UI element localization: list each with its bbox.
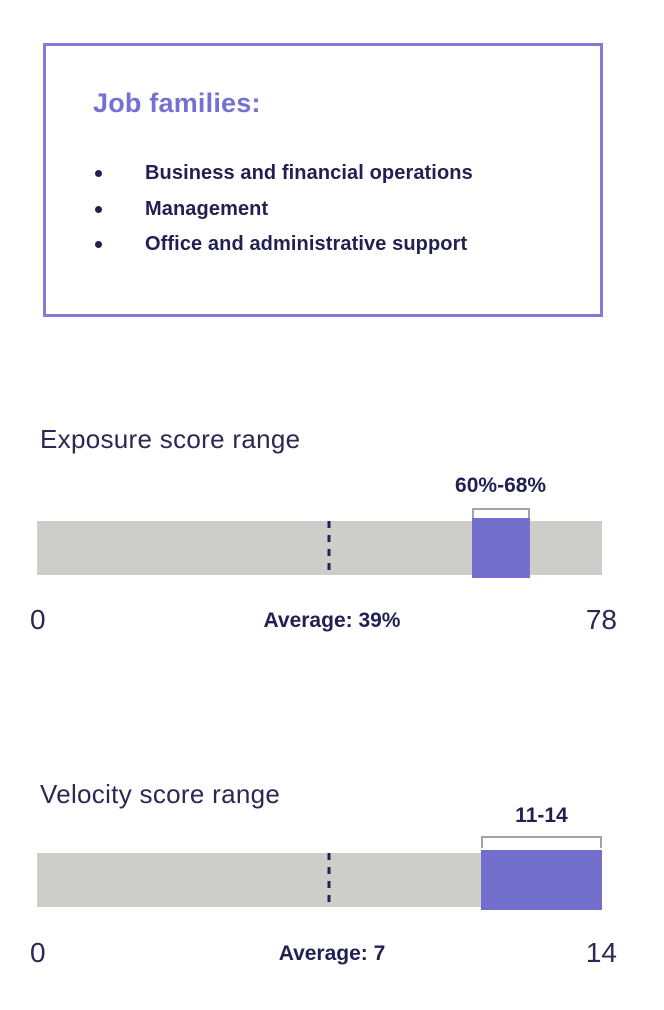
average-label: Average: 39% [263,609,401,632]
bullet-icon [95,241,102,248]
list-item: Office and administrative support [93,227,580,263]
range-label: 60%-68% [455,474,547,497]
range-label: 11-14 [515,804,568,827]
job-family-label: Management [145,197,269,220]
average-marker-line [327,853,331,907]
axis-max-label: 78 [585,604,617,635]
axis-min-label: 0 [30,604,46,635]
chart-title: Velocity score range [40,779,281,809]
bullet-icon [95,170,102,177]
exposure-score-chart: Exposure score range 60%-68% 0 Average: … [0,420,664,655]
job-families-heading: Job families: [93,88,261,118]
job-families-list: Business and financial operations Manage… [93,156,580,263]
job-families-box: Job families: Business and financial ope… [43,43,603,317]
axis-min-label: 0 [30,937,46,968]
range-bracket-icon [471,508,530,519]
average-marker-line [327,521,331,575]
score-track: 60%-68% [37,474,602,578]
range-bracket-icon [480,836,602,848]
score-track: 11-14 [37,804,602,910]
job-family-label: Office and administrative support [145,233,468,255]
axis-max-label: 14 [585,937,617,968]
chart-title: Exposure score range [40,424,301,454]
bullet-icon [95,205,102,213]
velocity-score-chart: Velocity score range 11-14 0 Average: 7 … [0,775,664,1010]
list-item: Business and financial operations [93,156,580,192]
list-item: Management [93,192,580,228]
job-family-label: Business and financial operations [145,162,473,184]
score-range-segment [471,518,530,578]
score-range-segment [480,850,602,910]
average-label: Average: 7 [278,942,386,965]
